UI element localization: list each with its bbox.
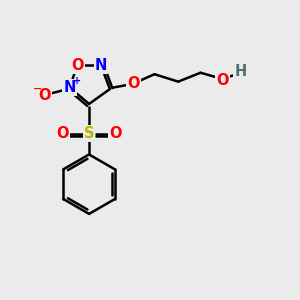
Text: H: H (235, 64, 247, 79)
Text: N: N (64, 80, 76, 95)
Text: O: O (110, 126, 122, 141)
Text: O: O (56, 126, 69, 141)
Text: O: O (71, 58, 83, 73)
Text: O: O (128, 76, 140, 91)
Text: O: O (217, 73, 229, 88)
Text: S: S (84, 126, 94, 141)
Text: O: O (38, 88, 51, 103)
Text: N: N (95, 58, 107, 73)
Text: +: + (73, 76, 81, 86)
Text: −: − (33, 83, 43, 94)
